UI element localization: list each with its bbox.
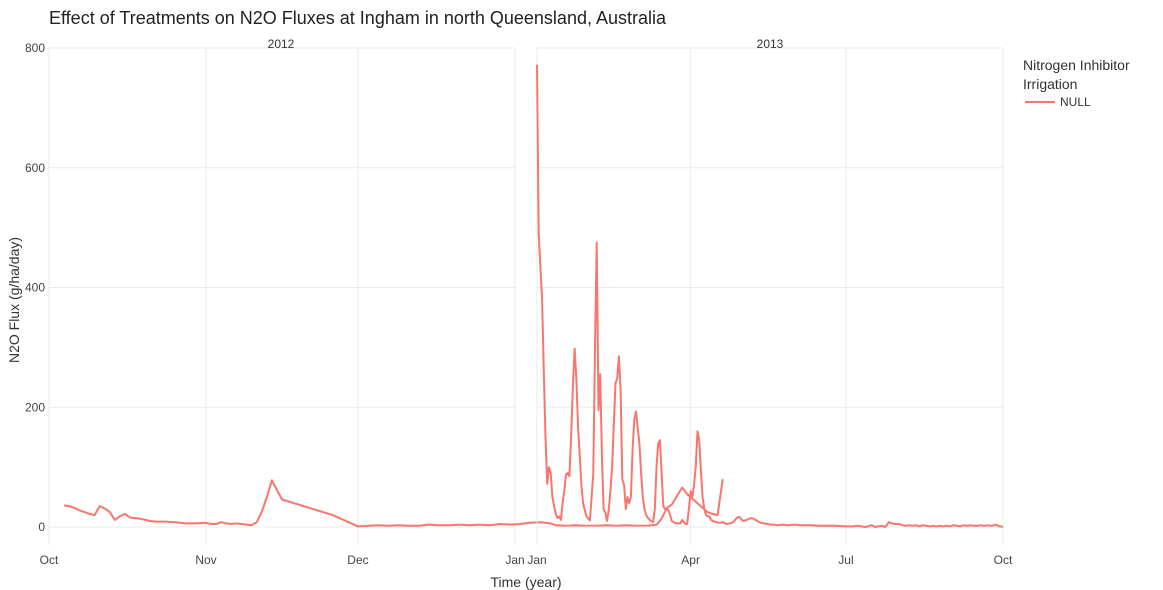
y-tick-label-0: 0	[38, 520, 45, 534]
legend-item-null[interactable]: NULL	[1023, 95, 1130, 109]
x-tick-label-2-jul: Jul	[838, 553, 853, 567]
series-line-null-panel-2	[536, 64, 1004, 528]
y-axis-label: N2O Flux (g/ha/day)	[6, 236, 22, 364]
panel-title-2: 2013	[757, 37, 784, 51]
chart-title: Effect of Treatments on N2O Fluxes at In…	[49, 8, 667, 28]
x-tick-label-1-dec: Dec	[347, 553, 368, 567]
panel-title-1: 2012	[268, 37, 295, 51]
y-tick-label-600: 600	[25, 161, 45, 175]
legend-title-line2: Irrigation	[1023, 76, 1078, 92]
y-tick-label-200: 200	[25, 400, 45, 414]
x-tick-label-2-apr: Apr	[681, 553, 700, 567]
y-tick-label-800: 800	[25, 41, 45, 55]
x-tick-label-1-oct: Oct	[40, 553, 59, 567]
x-tick-label-2-oct: Oct	[994, 553, 1013, 567]
legend-title-line1: Nitrogen Inhibitor	[1023, 57, 1130, 73]
legend-item-label: NULL	[1060, 95, 1091, 109]
x-axis-label: Time (year)	[490, 574, 562, 590]
x-tick-label-1-nov: Nov	[195, 553, 216, 567]
y-tick-label-400: 400	[25, 281, 45, 295]
series-line-null-panel-1	[64, 478, 724, 528]
x-tick-label-1-jan: Jan	[505, 553, 524, 567]
legend-swatch	[1025, 101, 1055, 103]
x-tick-label-2-jan: Jan	[527, 553, 546, 567]
legend: Nitrogen Inhibitor Irrigation NULL	[1023, 56, 1130, 109]
